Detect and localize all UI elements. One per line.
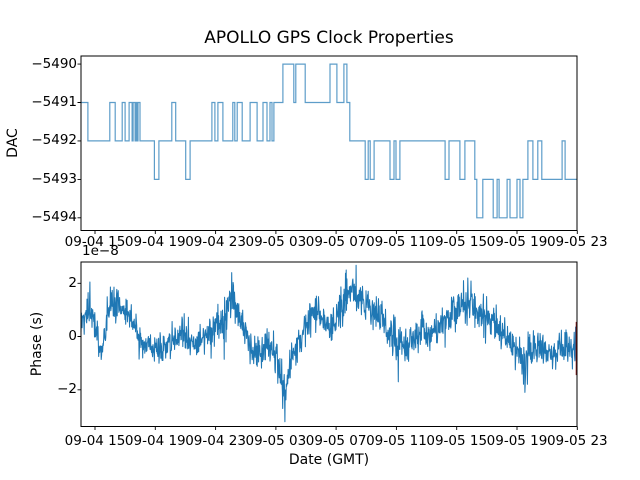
x-axis-label: Date (GMT) bbox=[288, 452, 370, 468]
tick-label: 09-05 19 bbox=[486, 234, 548, 250]
tick-label: −5493 bbox=[31, 170, 77, 187]
tick-label: 09-04 15 bbox=[64, 433, 126, 449]
tick-label: 09-04 19 bbox=[124, 433, 186, 449]
tick-label: −2 bbox=[57, 381, 77, 398]
tick-label: 2 bbox=[68, 274, 77, 291]
tick-label: 09-04 19 bbox=[124, 234, 186, 250]
tick-label: −5492 bbox=[31, 132, 77, 149]
dac-axes bbox=[77, 55, 578, 234]
tick-label: 09-04 23 bbox=[185, 234, 246, 250]
tick-label: 09-05 15 bbox=[426, 433, 488, 449]
tick-label: −5494 bbox=[31, 209, 77, 226]
tick-label: 09-05 03 bbox=[245, 433, 307, 449]
phase-y-axis-label: Phase (s) bbox=[29, 311, 45, 377]
tick-label: 09-05 07 bbox=[305, 433, 367, 449]
tick-label: 0 bbox=[68, 328, 77, 345]
tick-label: 09-05 23 bbox=[546, 234, 608, 250]
tick-label: 09-05 23 bbox=[546, 433, 608, 449]
tick-label: 09-04 23 bbox=[185, 433, 246, 449]
tick-label: 09-05 03 bbox=[245, 234, 307, 250]
chart-title: APOLLO GPS Clock Properties bbox=[204, 28, 454, 48]
tick-label: −5490 bbox=[31, 55, 77, 72]
tick-label: −5491 bbox=[31, 94, 77, 110]
phase-axes bbox=[77, 261, 578, 430]
tick-label: 09-04 15 bbox=[64, 234, 126, 250]
tick-label: 09-05 15 bbox=[426, 234, 488, 250]
tick-label: 09-05 07 bbox=[305, 234, 367, 250]
exponent-offset-label: 1e−8 bbox=[82, 243, 119, 259]
tick-label: 09-05 11 bbox=[366, 433, 427, 449]
tick-label: 09-05 19 bbox=[486, 433, 548, 449]
tick-label: 09-05 11 bbox=[366, 234, 427, 250]
dac-y-axis-label: DAC bbox=[5, 128, 21, 158]
